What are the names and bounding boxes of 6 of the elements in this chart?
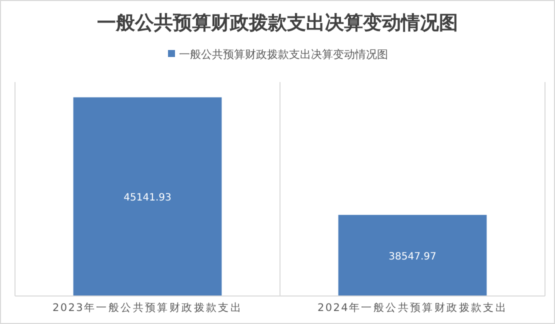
x-tick-label: 2023年一般公共预算财政拨款支出 — [52, 301, 243, 314]
data-label: 45141.93 — [124, 192, 172, 204]
chart-title: 一般公共预算财政拨款支出决算变动情况图 — [97, 12, 458, 34]
x-tick-label: 2024年一般公共预算财政拨款支出 — [317, 301, 508, 314]
legend-label: 一般公共预算财政拨款支出决算变动情况图 — [179, 48, 388, 61]
data-label: 38547.97 — [388, 251, 436, 262]
